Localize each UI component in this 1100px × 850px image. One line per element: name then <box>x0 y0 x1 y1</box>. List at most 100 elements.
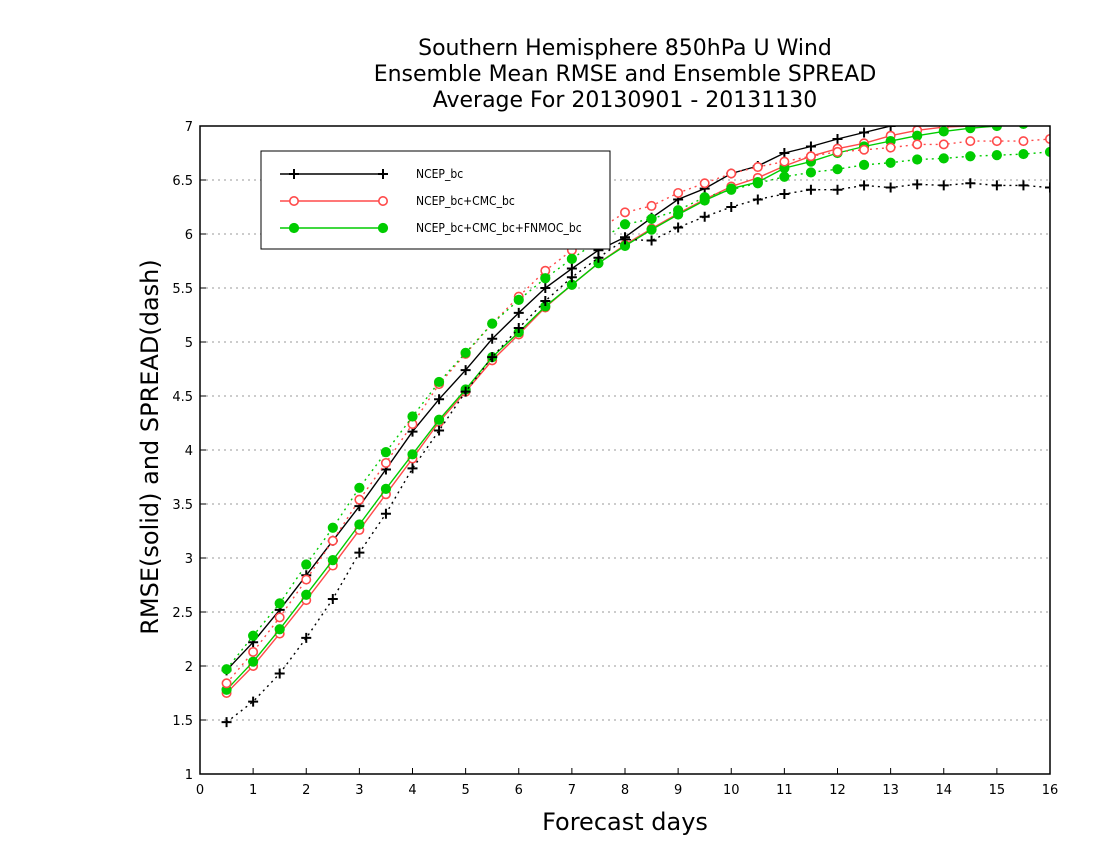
data-point-spread <box>832 184 843 195</box>
data-point-spread <box>274 598 285 609</box>
data-point-rmse <box>1047 126 1050 127</box>
y-tick-label: 4.5 <box>172 390 193 405</box>
data-point-spread <box>965 151 976 162</box>
data-point-rmse <box>912 130 923 141</box>
x-tick-label: 9 <box>674 783 682 798</box>
data-point-spread <box>859 144 870 155</box>
data-point-spread <box>779 189 790 200</box>
data-point-spread <box>912 179 923 190</box>
data-point-spread <box>540 295 551 306</box>
data-point-rmse <box>434 394 445 405</box>
data-point-spread <box>301 559 312 570</box>
y-tick-label: 4 <box>185 444 193 459</box>
data-point-spread <box>779 171 790 182</box>
data-point-spread <box>832 164 843 175</box>
legend-entry-ncep-bc-cmc-bc-fnmoc-bc: NCEP_bc+CMC_bc+FNMOC_bc <box>280 221 582 235</box>
y-tick-label: 6 <box>185 228 193 243</box>
data-point-rmse <box>248 656 259 667</box>
data-point-spread <box>487 318 498 329</box>
data-point-rmse <box>859 127 870 138</box>
data-point-spread <box>779 156 790 167</box>
data-point-spread <box>699 211 710 222</box>
x-tick-label: 1 <box>249 783 257 798</box>
data-point-spread <box>965 136 976 147</box>
data-point-spread <box>885 157 896 168</box>
data-point-spread <box>619 219 631 230</box>
x-tick-label: 10 <box>723 783 740 798</box>
y-tick-label: 2 <box>185 660 193 675</box>
data-point-spread <box>673 222 684 233</box>
data-point-spread <box>832 146 843 157</box>
series-ncep-bc-cmc-bc-spread <box>221 133 1050 689</box>
data-point-spread <box>434 425 445 436</box>
data-point-rmse <box>566 263 577 274</box>
x-tick-label: 8 <box>621 783 629 798</box>
y-tick-label: 1 <box>185 768 193 783</box>
chart-title-line-2: Ensemble Mean RMSE and Ensemble SPREAD <box>373 62 877 87</box>
data-point-rmse <box>646 224 657 235</box>
data-point-spread <box>752 178 763 189</box>
data-point-rmse <box>1045 113 1055 123</box>
data-point-rmse <box>1018 126 1029 129</box>
data-point-spread <box>859 180 870 191</box>
data-point-spread <box>460 347 471 358</box>
data-point-rmse <box>301 589 312 600</box>
legend-entry-ncep-bc-cmc-bc: NCEP_bc+CMC_bc <box>280 194 515 208</box>
legend-label: NCEP_bc+CMC_bc <box>416 194 515 208</box>
data-point-spread <box>938 139 949 150</box>
data-point-spread <box>460 386 471 397</box>
data-point-spread <box>619 207 630 218</box>
data-point-rmse <box>1047 126 1050 127</box>
data-point-spread <box>885 142 896 153</box>
data-point-spread <box>726 184 737 195</box>
data-point-rmse <box>354 519 365 530</box>
data-point-spread <box>407 411 418 422</box>
data-point-spread <box>380 457 391 468</box>
data-point-rmse <box>433 414 445 425</box>
data-point-spread <box>354 494 365 505</box>
data-point-rmse <box>938 126 949 137</box>
data-point-spread <box>1018 180 1029 191</box>
x-tick-label: 13 <box>882 783 899 798</box>
data-point-spread <box>433 376 445 388</box>
y-tick-label: 3 <box>185 552 193 567</box>
x-tick-label: 0 <box>196 783 204 798</box>
legend-label: NCEP_bc+CMC_bc+FNMOC_bc <box>416 221 582 235</box>
series-ncep-bc-spread <box>221 178 1050 728</box>
x-tick-label: 6 <box>515 783 523 798</box>
legend: NCEP_bc NCEP_bc+CMC_bc NCEP_bc+CMC_bc+FNMO… <box>260 150 611 250</box>
data-point-spread <box>1018 148 1029 160</box>
data-point-spread <box>991 136 1002 147</box>
axes: 11.522.533.544.555.566.570 1 2 3 4 5 6 7 8 9 10 11 1… <box>172 120 1058 798</box>
data-point-spread <box>1045 182 1050 193</box>
data-point-spread <box>513 322 524 333</box>
data-point-spread <box>487 352 498 363</box>
x-axis-label: Forecast days <box>542 808 708 836</box>
data-point-spread <box>699 192 710 203</box>
data-point-spread <box>513 294 524 305</box>
data-point-spread <box>805 184 816 195</box>
y-tick-label: 1.5 <box>172 714 193 729</box>
data-point-spread <box>221 678 232 689</box>
data-point-rmse <box>969 126 972 127</box>
data-point-spread <box>354 547 365 558</box>
data-point-spread <box>566 272 577 283</box>
data-point-rmse <box>965 126 976 134</box>
data-point-spread <box>1044 146 1050 158</box>
chart-title-line-3: Average For 20130901 - 20131130 <box>432 88 818 113</box>
legend-marker-right <box>378 169 388 179</box>
data-point-spread <box>407 463 418 474</box>
y-tick-label: 5 <box>185 336 193 351</box>
x-tick-label: 12 <box>829 783 846 798</box>
data-point-spread <box>301 574 312 585</box>
data-point-spread <box>752 162 763 173</box>
data-point-spread <box>540 273 551 284</box>
legend-marker-left <box>289 169 299 179</box>
x-tick-label: 3 <box>355 783 363 798</box>
data-point-spread <box>726 202 737 212</box>
data-point-spread <box>673 205 684 216</box>
data-point-rmse <box>992 116 1002 126</box>
legend-label: NCEP_bc <box>416 167 463 181</box>
chart-title-line-1: Southern Hemisphere 850hPa U Wind <box>418 36 832 61</box>
legend-marker-right <box>377 222 389 234</box>
